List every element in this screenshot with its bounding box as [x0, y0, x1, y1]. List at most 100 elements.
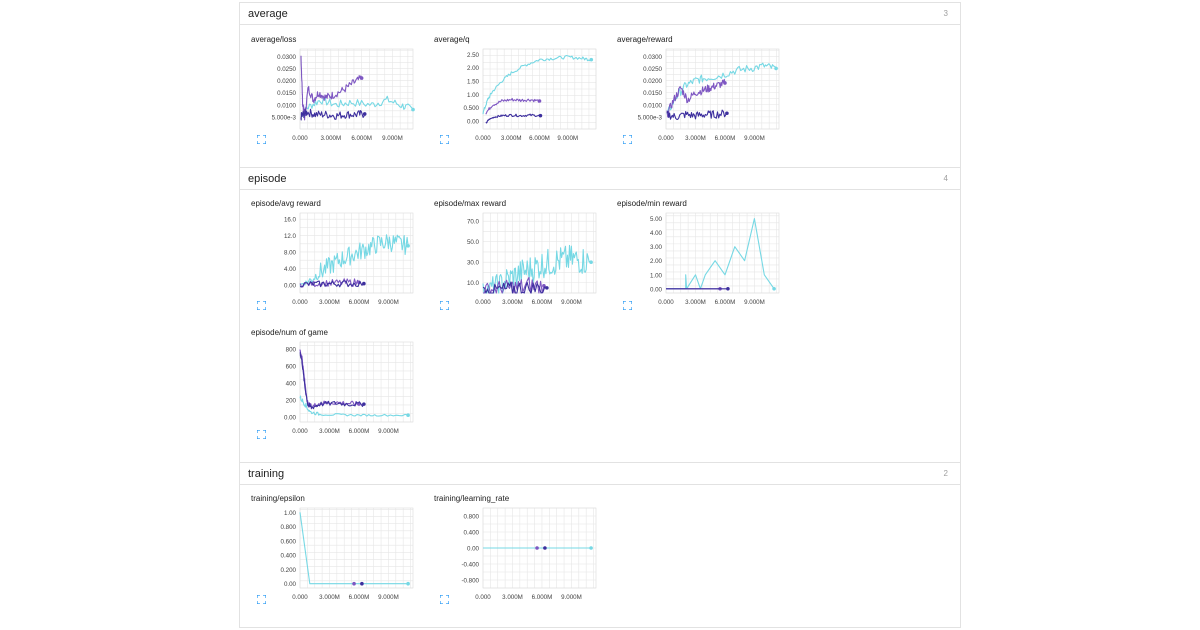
x-tick-label: 0.000 — [658, 135, 674, 142]
y-tick-label: 0.800 — [464, 514, 480, 521]
expand-icon[interactable] — [439, 131, 450, 145]
x-tick-label: 9.000M — [744, 299, 765, 306]
series-line — [300, 108, 366, 121]
section-title: training — [248, 468, 285, 480]
series-end-point — [406, 244, 410, 248]
x-tick-label: 3.000M — [685, 135, 706, 142]
x-tick-label: 0.000 — [292, 299, 308, 306]
y-tick-label: 5.000e-3 — [272, 114, 297, 121]
section-header[interactable]: training 2 — [240, 463, 960, 485]
series-end-point — [774, 66, 778, 71]
expand-icon[interactable] — [622, 297, 633, 311]
y-tick-label: 30.0 — [467, 260, 480, 267]
chart-card: training/epsilon 0.00 0.200 0.400 0.600 0.80… — [251, 494, 421, 619]
section-header[interactable]: average 3 — [240, 3, 960, 25]
y-tick-label: 0.00 — [284, 282, 297, 289]
series-line — [299, 234, 409, 287]
x-tick-label: 6.000M — [349, 299, 370, 306]
series-end-point — [725, 111, 729, 116]
y-tick-label: 0.00 — [467, 119, 480, 126]
y-tick-label: 0.0300 — [643, 54, 662, 61]
chart-plot: 5.000e-3 0.0100 0.0150 0.0200 0.0250 0.0300 0.… — [272, 48, 415, 142]
series-line — [666, 109, 728, 120]
series-end-point — [589, 546, 593, 550]
series-end-point — [723, 81, 727, 85]
series-end-point — [772, 286, 776, 291]
y-tick-label: 0.0200 — [643, 78, 662, 85]
series-end-point — [362, 281, 366, 286]
section-average: average 3 average/loss 5.000e-3 0.0100 0.0… — [239, 2, 961, 168]
chart-plot: 0.00 1.00 2.00 3.00 4.00 5.00 0.000 3.000M 6.000… — [650, 212, 780, 306]
series-end-point — [589, 260, 593, 265]
y-tick-label: 70.0 — [467, 219, 480, 226]
x-tick-label: 0.000 — [658, 299, 674, 306]
x-tick-label: 3.000M — [320, 135, 341, 142]
series-end-point — [545, 286, 549, 290]
expand-icon[interactable] — [256, 131, 267, 145]
series-end-point — [589, 57, 594, 62]
chart-card: average/loss 5.000e-3 0.0100 0.0150 0.0200 0… — [251, 35, 421, 160]
x-tick-label: 3.000M — [685, 299, 706, 306]
series-end-point — [406, 413, 410, 417]
chart-title: episode/avg reward — [251, 199, 321, 208]
plot-frame — [299, 212, 414, 294]
section-count: 4 — [943, 174, 948, 183]
x-tick-label: 0.000 — [475, 135, 491, 142]
y-tick-label: 1.00 — [650, 272, 663, 279]
chart-title: average/reward — [617, 35, 673, 44]
y-tick-label: 8.00 — [284, 249, 297, 256]
y-tick-label: 0.00 — [650, 286, 663, 293]
y-tick-label: 2.00 — [467, 65, 480, 72]
y-tick-label: 5.000e-3 — [638, 114, 663, 121]
y-tick-label: 0.0250 — [277, 66, 296, 73]
plot-frame — [665, 212, 780, 294]
series-line — [482, 54, 592, 115]
x-tick-label: 3.000M — [319, 594, 340, 601]
series-end-point — [359, 76, 364, 80]
y-tick-label: 0.400 — [464, 530, 480, 537]
y-tick-label: 400 — [286, 380, 297, 387]
y-tick-label: 2.50 — [467, 52, 480, 59]
y-tick-label: 0.00 — [284, 414, 297, 421]
y-tick-label: 600 — [286, 363, 297, 370]
x-tick-label: 6.000M — [349, 428, 370, 435]
series-line — [300, 95, 414, 117]
y-tick-label: 0.800 — [281, 524, 297, 531]
expand-icon[interactable] — [256, 426, 267, 440]
expand-icon[interactable] — [256, 297, 267, 311]
x-tick-label: 3.000M — [319, 299, 340, 306]
chart-title: average/q — [434, 35, 470, 44]
y-tick-label: 0.00 — [284, 581, 297, 588]
x-tick-label: 6.000M — [349, 594, 370, 601]
series-end-point — [362, 112, 367, 116]
chart-plot: 5.000e-3 0.0100 0.0150 0.0200 0.0250 0.0300 0.… — [638, 48, 780, 142]
x-tick-label: 9.000M — [561, 594, 582, 601]
y-tick-label: 4.00 — [284, 266, 297, 273]
chart-card: episode/avg reward 0.00 4.00 8.00 12.0 16.0 0… — [251, 199, 421, 324]
y-tick-label: 5.00 — [650, 216, 663, 223]
chart-plot: 0.00 200 400 600 800 0.000 3.000M 6.000M 9.000M — [284, 341, 414, 435]
expand-icon[interactable] — [439, 297, 450, 311]
series-end-point — [406, 581, 410, 586]
x-tick-label: 0.000 — [292, 594, 308, 601]
x-tick-label: 9.000M — [557, 135, 578, 142]
series-end-point — [537, 99, 542, 103]
x-tick-label: 0.000 — [292, 428, 308, 435]
x-tick-label: 6.000M — [532, 594, 553, 601]
x-tick-label: 9.000M — [378, 299, 399, 306]
chart-title: training/learning_rate — [434, 494, 510, 503]
expand-icon[interactable] — [256, 591, 267, 605]
chart-title: episode/min reward — [617, 199, 687, 208]
expand-icon[interactable] — [622, 131, 633, 145]
y-tick-label: 0.0100 — [643, 102, 662, 109]
section-header[interactable]: episode 4 — [240, 168, 960, 190]
y-tick-label: 10.0 — [467, 280, 480, 287]
x-tick-label: 3.000M — [319, 428, 340, 435]
chart-card: average/reward 5.000e-3 0.0100 0.0150 0.020… — [617, 35, 787, 160]
section-count: 2 — [943, 469, 948, 478]
series-line — [299, 512, 409, 585]
x-tick-label: 9.000M — [382, 135, 403, 142]
series-line — [666, 62, 777, 114]
y-tick-label: -0.800 — [461, 578, 479, 585]
expand-icon[interactable] — [439, 591, 450, 605]
